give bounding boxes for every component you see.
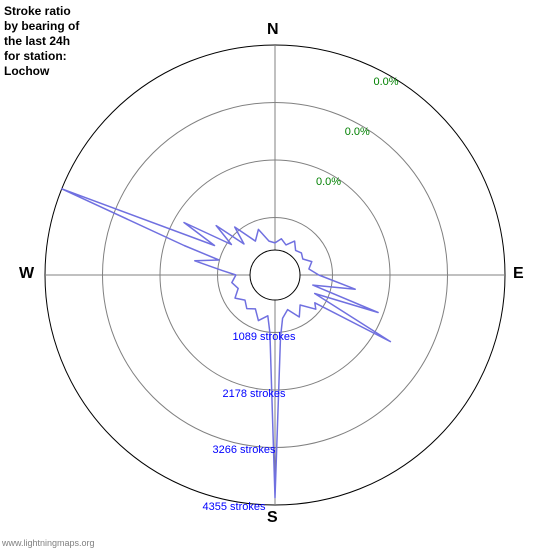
- pct-label-2: 0.0%: [269, 176, 389, 188]
- stroke-label-3: 4355 strokes: [174, 501, 294, 513]
- cardinal-n: N: [267, 21, 279, 39]
- cardinal-e: E: [513, 265, 524, 283]
- attribution-text: www.lightningmaps.org: [2, 538, 95, 548]
- pct-label-0: 0.0%: [326, 76, 446, 88]
- polar-stroke-chart: { "title": "Stroke ratio\nby bearing of\…: [0, 0, 550, 550]
- stroke-label-0: 1089 strokes: [204, 331, 324, 343]
- chart-canvas: [0, 0, 550, 550]
- cardinal-w: W: [19, 265, 34, 283]
- stroke-label-1: 2178 strokes: [194, 388, 314, 400]
- pct-label-1: 0.0%: [297, 126, 417, 138]
- stroke-label-2: 3266 strokes: [184, 444, 304, 456]
- chart-title: Stroke ratio by bearing of the last 24h …: [4, 4, 79, 79]
